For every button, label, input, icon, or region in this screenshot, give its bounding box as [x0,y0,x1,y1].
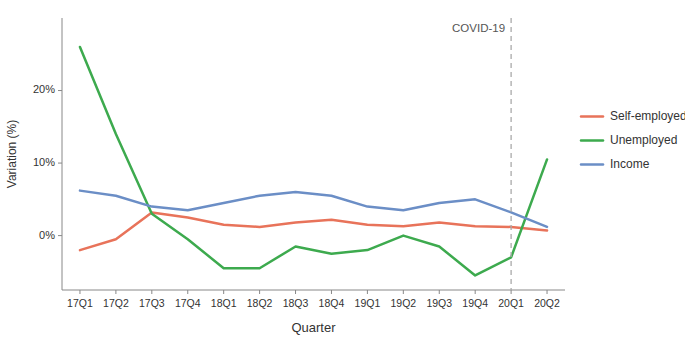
x-tick-label: 18Q2 [247,297,273,309]
y-axis-label: Variation (%) [5,120,19,188]
annotation-label: COVID-19 [452,22,505,34]
x-tick [439,290,440,294]
x-tick [151,290,152,294]
x-tick [295,290,296,294]
x-tick [115,290,116,294]
x-tick [511,290,512,294]
series-line [80,191,547,227]
x-tick-label: 18Q3 [283,297,309,309]
series-line [80,47,547,275]
series-line [80,212,547,250]
y-axis [62,18,63,290]
x-tick-label: 19Q1 [355,297,381,309]
x-tick-label: 19Q4 [462,297,488,309]
x-tick-label: 17Q4 [175,297,201,309]
x-tick-label: 20Q2 [534,297,560,309]
x-tick-label: 18Q4 [319,297,345,309]
y-tick-label: 20% [33,83,55,95]
chart: 0% 10% 20% 17Q1 17Q2 17Q3 17Q4 18Q1 18Q2 18Q3 18Q4… [0,0,685,340]
x-tick-label: 20Q1 [498,297,524,309]
x-tick [223,290,224,294]
x-tick [187,290,188,294]
annotation-line [510,18,511,290]
legend-swatch [581,163,603,166]
legend-label: Income [610,157,650,171]
legend: Self-employed Unemployed Income [581,109,685,171]
x-axis [62,290,565,291]
legend-label: Unemployed [610,133,677,147]
legend-swatch [581,115,603,118]
x-tick-label: 17Q2 [103,297,129,309]
y-tick [58,90,62,91]
x-tick [547,290,548,294]
x-tick [367,290,368,294]
x-tick-label: 19Q2 [390,297,416,309]
plot-area [80,47,547,275]
x-axis-label: Quarter [291,320,336,335]
y-tick-label: 10% [33,156,55,168]
y-tick-label: 0% [39,229,55,241]
y-tick [58,163,62,164]
x-tick [259,290,260,294]
x-tick-label: 18Q1 [211,297,237,309]
x-tick-label: 17Q1 [67,297,93,309]
x-tick [79,290,80,294]
x-tick-label: 19Q3 [426,297,452,309]
x-tick [403,290,404,294]
x-tick-label: 17Q3 [139,297,165,309]
legend-label: Self-employed [610,109,685,123]
y-tick [58,235,62,236]
x-tick [331,290,332,294]
legend-swatch [581,139,603,142]
x-tick [475,290,476,294]
